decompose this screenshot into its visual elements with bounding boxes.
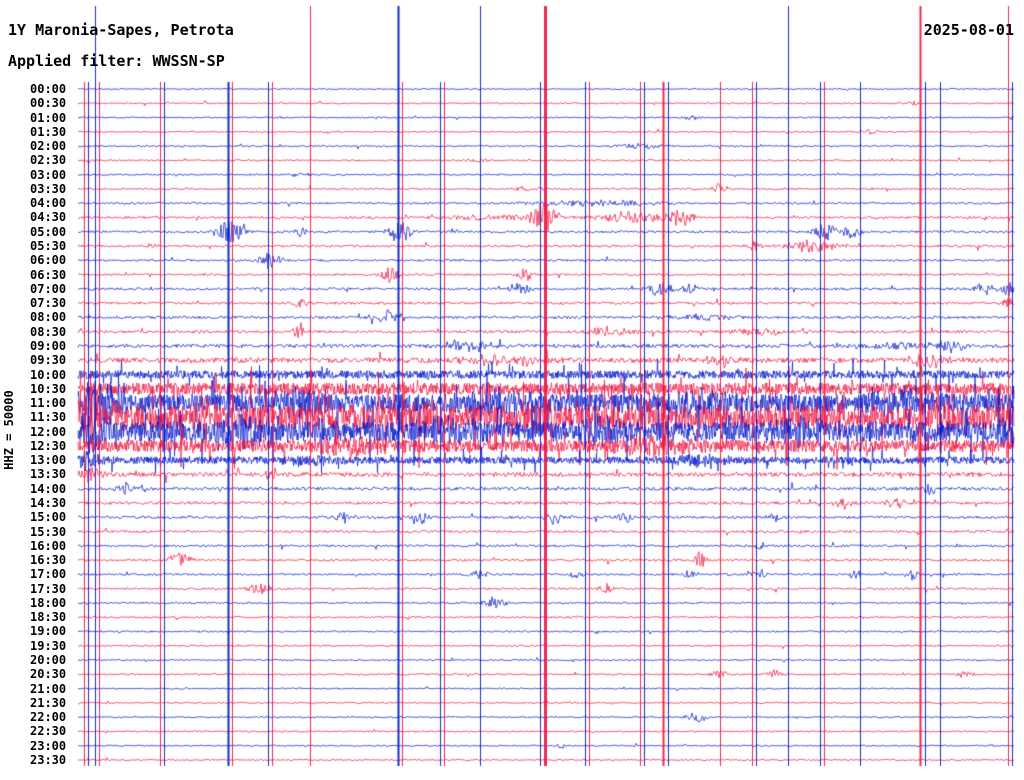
time-label: 08:00: [30, 310, 67, 325]
time-label: 02:00: [30, 139, 67, 154]
time-label: 13:30: [30, 467, 67, 482]
time-label: 18:00: [30, 595, 67, 610]
time-label: 13:00: [30, 453, 67, 468]
time-label: 11:00: [30, 396, 67, 411]
time-label: 11:30: [30, 410, 67, 425]
time-label: 06:30: [30, 267, 67, 282]
time-label: 15:00: [30, 510, 67, 525]
time-label: 12:00: [30, 424, 67, 439]
time-label: 08:30: [30, 324, 67, 339]
time-label: 14:30: [30, 496, 67, 510]
time-label: 20:00: [30, 653, 67, 668]
time-label: 23:00: [30, 738, 67, 753]
time-label: 12:30: [30, 438, 67, 453]
time-label: 20:30: [30, 667, 67, 682]
time-labels-column: 00:00 00:30 01:00 01:30 02:00 02:30 03:00 03:30…: [0, 0, 78, 780]
time-label: 10:30: [30, 381, 67, 396]
time-label: 16:30: [30, 553, 67, 568]
time-label: 21:00: [30, 681, 67, 696]
time-label: 19:30: [30, 638, 67, 653]
time-label: 07:30: [30, 296, 67, 311]
time-label: 03:00: [30, 167, 67, 182]
time-label: 00:30: [30, 96, 67, 111]
time-label: 22:30: [30, 724, 67, 739]
time-label: 00:00: [30, 82, 67, 96]
time-label: 01:00: [30, 110, 67, 125]
time-label: 14:00: [30, 481, 67, 496]
time-label: 17:30: [30, 581, 67, 596]
time-label: 19:00: [30, 624, 67, 639]
time-label: 06:00: [30, 253, 67, 268]
time-label: 23:30: [30, 752, 67, 767]
time-label: 02:30: [30, 153, 67, 168]
time-label: 04:30: [30, 210, 67, 225]
time-label: 07:00: [30, 281, 67, 296]
filter-label: Applied filter: WWSSN-SP: [8, 52, 225, 70]
time-label: 21:30: [30, 695, 67, 710]
time-label: 01:30: [30, 124, 67, 139]
time-label: 03:30: [30, 181, 67, 196]
time-label: 15:30: [30, 524, 67, 539]
time-label: 16:00: [30, 538, 67, 553]
time-label: 09:30: [30, 353, 67, 368]
time-label: 04:00: [30, 196, 67, 211]
date-label: 2025-08-01: [923, 21, 1014, 39]
time-label: 17:00: [30, 567, 67, 582]
time-label: 09:00: [30, 338, 67, 353]
time-label: 22:00: [30, 710, 67, 725]
time-label: 05:30: [30, 239, 67, 254]
time-label: 18:30: [30, 610, 67, 625]
station-title: 1Y Maronia-Sapes, Petrota: [8, 21, 234, 39]
time-label: 05:00: [30, 224, 67, 239]
time-label: 10:00: [30, 367, 67, 382]
